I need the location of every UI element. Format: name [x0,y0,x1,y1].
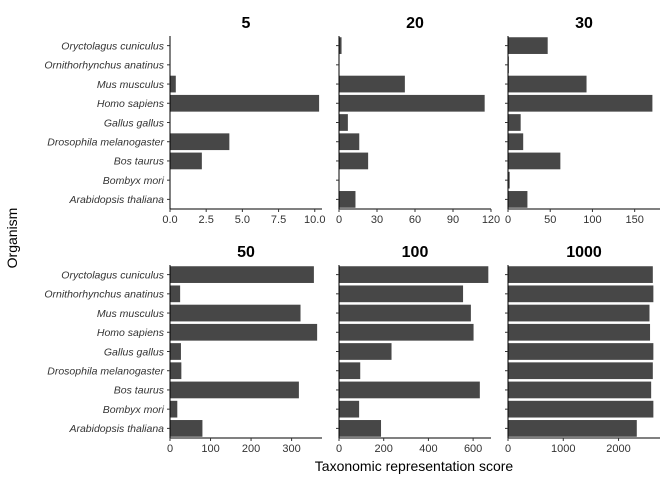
category-label-2-3: Mus musculus [97,308,165,320]
x-tick-label-50-3: 200 [242,443,260,455]
bar-30-5 [508,114,521,131]
bar-30-4 [508,94,653,112]
bar-1000-9 [508,420,637,437]
y-axis-title: Organism [4,208,20,269]
bar-5-3 [170,75,176,93]
panel-title-20: 20 [406,15,424,32]
bar-20-1 [339,37,342,54]
category-label-1-8: Bombyx mori [103,175,165,187]
bar-1000-4 [508,323,651,341]
category-label-2-6: Drosophila melanogaster [47,366,164,378]
bar-100-1 [339,266,489,283]
bar-50-5 [170,343,181,360]
bar-30-6 [508,133,524,151]
bar-1000-5 [508,343,654,360]
panel-title-100: 100 [402,244,429,261]
bar-50-2 [170,285,181,303]
bar-100-4 [339,323,474,341]
x-tick-label-50-2: 100 [201,443,219,455]
x-tick-label-1000-2: 1000 [551,443,575,455]
x-tick-label-20-3: 60 [409,214,421,226]
category-label-1-6: Drosophila melanogaster [47,137,164,149]
bar-30-3 [508,75,587,93]
bar-20-5 [339,114,348,131]
bar-1000-3 [508,304,650,322]
category-label-1-9: Arabidopsis thaliana [68,194,164,206]
category-label-1-3: Mus musculus [97,79,165,91]
panel-title-30: 30 [575,15,593,32]
bar-20-9 [339,191,356,208]
x-tick-label-20-4: 90 [447,214,459,226]
category-label-1-1: Oryctolagus cuniculus [61,40,164,52]
x-tick-label-1000-3: 2000 [606,443,630,455]
x-tick-label-5-2: 2.5 [199,214,214,226]
bar-100-5 [339,343,392,360]
x-tick-label-50-4: 300 [282,443,300,455]
bar-100-9 [339,420,382,437]
bar-5-7 [170,152,202,170]
x-tick-label-30-1: 0 [505,214,511,226]
category-label-2-8: Bombyx mori [103,404,165,416]
category-label-2-2: Ornithorhynchus anatinus [44,289,164,301]
bar-5-6 [170,133,230,151]
bar-1000-6 [508,362,653,380]
x-tick-label-20-5: 120 [482,214,500,226]
bar-20-4 [339,94,485,112]
bar-30-7 [508,152,561,170]
bar-50-9 [170,420,203,437]
bar-100-7 [339,381,480,399]
x-tick-label-5-1: 0.0 [162,214,177,226]
x-tick-label-30-2: 50 [544,214,556,226]
x-axis-title: Taxonomic representation score [315,458,514,474]
category-label-2-9: Arabidopsis thaliana [68,423,164,435]
panel-title-1000: 1000 [566,244,602,261]
bar-30-1 [508,37,548,54]
bar-100-8 [339,400,360,418]
bar-50-4 [170,323,318,341]
x-tick-label-5-3: 5.0 [235,214,250,226]
x-tick-label-100-2: 200 [375,443,393,455]
x-tick-label-5-4: 7.5 [271,214,286,226]
x-tick-label-20-2: 30 [371,214,383,226]
x-tick-label-100-3: 400 [419,443,437,455]
category-label-2-5: Gallus gallus [104,346,165,358]
bar-50-7 [170,381,299,399]
bar-1000-2 [508,285,654,303]
bar-30-9 [508,191,528,208]
bar-50-6 [170,362,182,380]
bar-100-6 [339,362,361,380]
x-tick-label-100-1: 0 [336,443,342,455]
bar-1000-1 [508,266,653,283]
bar-100-2 [339,285,464,303]
bar-1000-7 [508,381,652,399]
category-label-2-7: Bos taurus [114,385,165,397]
bar-20-6 [339,133,360,151]
x-tick-label-100-4: 600 [464,443,482,455]
bar-5-4 [170,94,320,112]
x-tick-label-20-1: 0 [336,214,342,226]
x-tick-label-50-1: 0 [167,443,173,455]
bar-50-8 [170,400,178,418]
bar-1000-8 [508,400,654,418]
category-label-1-2: Ornithorhynchus anatinus [44,60,164,72]
category-label-2-4: Homo sapiens [97,327,165,339]
bar-30-8 [508,171,510,189]
panel-title-50: 50 [237,244,255,261]
category-label-1-5: Gallus gallus [104,117,165,129]
category-label-2-1: Oryctolagus cuniculus [61,269,164,281]
bar-20-3 [339,75,405,93]
bar-100-3 [339,304,471,322]
bar-50-1 [170,266,314,283]
panel-title-5: 5 [242,15,251,32]
x-tick-label-1000-1: 0 [505,443,511,455]
x-tick-label-30-3: 100 [583,214,601,226]
category-label-1-7: Bos taurus [114,156,165,168]
x-tick-label-5-5: 10.0 [304,214,325,226]
category-label-1-4: Homo sapiens [97,98,165,110]
x-tick-label-30-4: 150 [625,214,643,226]
bar-50-3 [170,304,301,322]
bar-20-7 [339,152,369,170]
